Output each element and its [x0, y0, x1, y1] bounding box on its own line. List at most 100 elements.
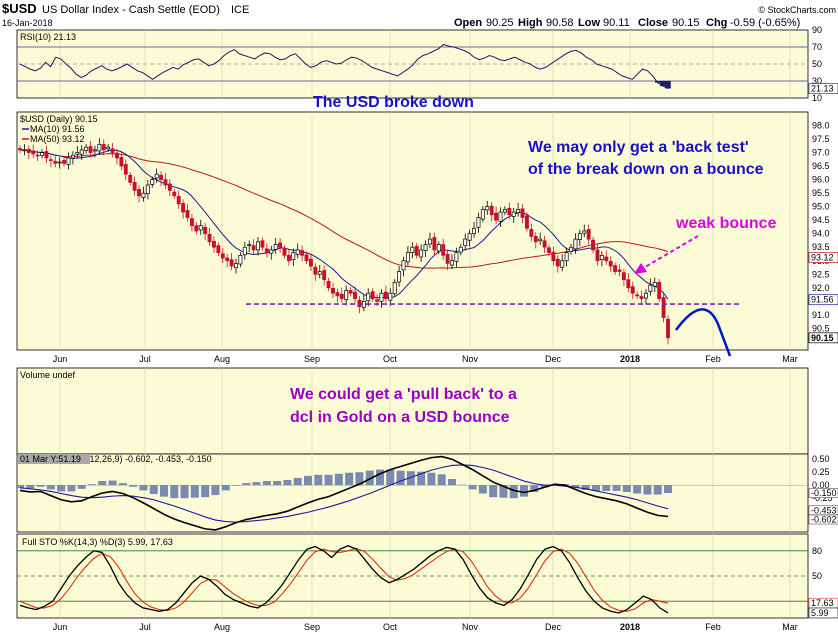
candle-body: [31, 150, 36, 155]
annotation-back-test-line2: of the break down on a bounce: [528, 161, 764, 178]
candle-body: [599, 254, 604, 261]
price-month-label: Jul: [139, 354, 151, 364]
candle-body: [53, 160, 58, 164]
annotation-pull-back-line1: We could get a 'pull back' to a: [290, 386, 517, 403]
candle-body: [238, 254, 243, 265]
candle-body: [480, 209, 485, 220]
price-value-tag-text: 91.56: [811, 295, 834, 305]
price-tick: 92.0: [812, 283, 830, 293]
ma10-line: [20, 149, 669, 300]
macd-histogram-bar: [448, 478, 456, 486]
candle-body: [339, 293, 344, 299]
candle-body: [62, 160, 67, 164]
candle-body: [661, 297, 666, 318]
candle-body: [388, 292, 393, 301]
candle-body: [472, 227, 476, 235]
candle-body: [489, 205, 494, 216]
annotation-pull-back-line2: dcl in Gold on a USD bounce: [290, 409, 510, 426]
candle-body: [569, 246, 573, 252]
price-month-label: Aug: [214, 354, 230, 364]
macd-histogram-bar: [520, 485, 528, 497]
macd-histogram-bar: [211, 485, 220, 496]
price-tick: 97.5: [812, 134, 830, 144]
candle-body: [269, 249, 274, 254]
candle-body: [189, 218, 194, 226]
candle-body: [225, 257, 230, 262]
macd-histogram-bar: [118, 483, 127, 486]
candle-body: [308, 258, 313, 267]
candle-body: [317, 271, 322, 275]
macd-histogram-bar: [437, 474, 446, 486]
candle-body: [88, 146, 93, 153]
price-tick: 95.0: [812, 202, 830, 212]
price-tick: 97.0: [812, 148, 830, 158]
macd-value-tag-text: -0.453: [811, 505, 837, 515]
macd-histogram-bar: [530, 485, 539, 492]
candle-body: [163, 179, 168, 186]
instrument-name: US Dollar Index - Cash Settle (EOD): [42, 4, 220, 16]
open-label: Open: [454, 17, 482, 29]
price-value-tag: [808, 332, 838, 344]
macd-histogram-bar: [221, 485, 230, 491]
candle-body: [322, 270, 327, 281]
candle-body: [150, 179, 155, 185]
macd-overlay-box: [18, 454, 90, 464]
candle-body: [278, 242, 283, 248]
candle-body: [370, 291, 375, 299]
price-tick: 94.5: [812, 215, 830, 225]
price-value-tag-text: 93.12: [811, 253, 834, 263]
candle-body: [251, 245, 256, 251]
candle-body: [555, 258, 560, 267]
macd-tick: -0.25: [812, 493, 833, 503]
annotation-usd-broke-down: The USD broke down: [313, 94, 474, 111]
ma10-legend: MA(10) 91.56: [30, 124, 85, 134]
sto-month-label: Jun: [53, 622, 68, 632]
macd-histogram-bar: [201, 485, 210, 498]
macd-histogram-bar: [468, 485, 477, 490]
chg-value: -0.59 (-0.65%): [730, 17, 800, 29]
macd-histogram-bar: [304, 475, 312, 486]
candle-body: [348, 290, 353, 294]
macd-histogram-bar: [581, 485, 590, 490]
price-tick: 96.5: [812, 161, 830, 171]
macd-histogram-bar: [252, 482, 261, 486]
macd-value-tag-text: -0.602: [811, 515, 837, 525]
macd-histogram-bar: [88, 484, 96, 486]
candle-body: [547, 247, 551, 253]
macd-histogram-bar: [314, 474, 323, 486]
sto-month-label: Sep: [304, 622, 320, 632]
candle-body: [560, 260, 565, 268]
candle-body: [203, 226, 208, 235]
candle-body: [626, 279, 631, 289]
low-label: Low: [578, 17, 600, 29]
price-tick: 95.5: [812, 188, 830, 198]
candle-body: [502, 209, 507, 213]
rsi-label: RSI(10) 21.13: [20, 32, 76, 42]
candle-body: [260, 240, 265, 248]
sto-value-tag-text: 5.99: [811, 608, 829, 618]
macd-histogram-bar: [324, 474, 333, 486]
sto-month-label: Jul: [139, 622, 151, 632]
candle-body: [101, 144, 106, 151]
candle-body: [454, 252, 459, 262]
candle-body: [538, 238, 543, 242]
sto-month-label: Mar: [782, 622, 798, 632]
candle-body: [445, 253, 450, 264]
high-label: High: [518, 17, 543, 29]
candle-body: [57, 161, 62, 164]
price-month-label: Nov: [462, 354, 479, 364]
candle-body: [194, 225, 199, 232]
macd-histogram-bar: [129, 485, 138, 487]
sto-month-label: Aug: [214, 622, 230, 632]
sto-month-label: Dec: [545, 622, 562, 632]
candle-body: [106, 146, 111, 150]
sto-month-label: Feb: [705, 622, 721, 632]
price-tick: 90.5: [812, 323, 830, 333]
candle-body: [657, 282, 662, 299]
candle-body: [666, 318, 670, 339]
low-value: 90.11: [603, 17, 630, 29]
high-value: 90.58: [546, 17, 574, 29]
macd-histogram-bar: [262, 481, 271, 486]
